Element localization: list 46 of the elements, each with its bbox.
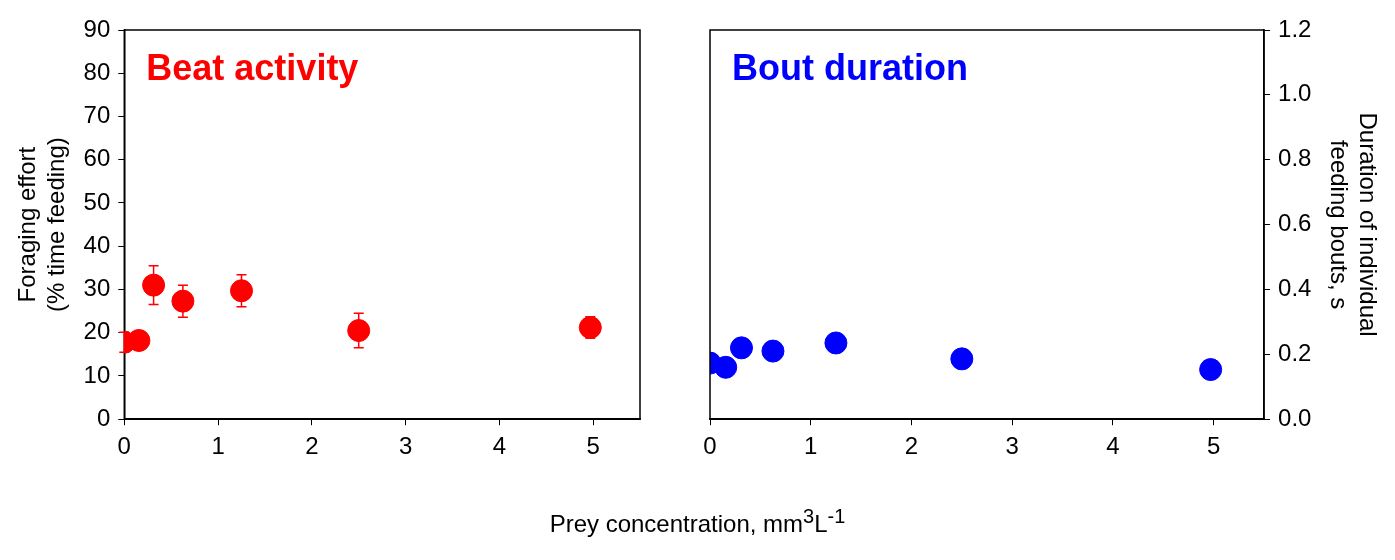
point (127, 329, 151, 352)
y-tick-label: 90 (83, 14, 111, 42)
point (171, 289, 195, 313)
point (230, 279, 253, 303)
point (1199, 358, 1223, 382)
x-tick-label: 1 (804, 432, 818, 460)
y2-tick-label: 0.2 (1278, 338, 1312, 366)
y-tick-label: 20 (83, 317, 111, 345)
annotation: Beat activity (146, 46, 359, 88)
x-tick-label: 2 (305, 432, 319, 460)
point (729, 336, 753, 360)
y-tick-label: 0 (96, 403, 111, 431)
y-tick-label: 60 (83, 144, 111, 172)
x-tick-label: 1 (211, 432, 225, 460)
y2-axis-title: Duration of individual feeding bouts, s (1326, 112, 1382, 337)
y-tick-label: 30 (83, 274, 111, 302)
x-tick-label: 4 (1106, 432, 1120, 460)
y-tick-label: 50 (83, 187, 111, 215)
point (714, 355, 738, 379)
y2-tick-label: 1.0 (1278, 79, 1312, 107)
point (347, 319, 371, 343)
point (950, 347, 974, 371)
y-tick-label: 40 (83, 230, 111, 258)
x-tick-label: 3 (398, 432, 413, 460)
point (824, 331, 848, 355)
x-tick-label: 4 (492, 432, 507, 460)
y2-tick-label: 0.8 (1278, 144, 1312, 172)
point (761, 339, 785, 363)
x-tick-label: 5 (586, 432, 600, 460)
y2-tick-label: 0.0 (1278, 403, 1312, 431)
x-axis-title: Prey concentration, mm$^{3}$L$^{-1}$ (548, 505, 847, 538)
y-axis-title: Foraging effort (% time feeding) (13, 137, 69, 312)
y-tick-label: 70 (83, 101, 111, 129)
x-tick-label: 3 (1005, 432, 1019, 460)
point (142, 273, 166, 297)
annotation: Bout duration (732, 46, 968, 88)
y-tick-label: 10 (83, 360, 111, 388)
y2-tick-label: 0.4 (1278, 274, 1312, 302)
point (578, 316, 602, 340)
x-tick-label: 0 (117, 432, 131, 460)
y2-tick-label: 0.6 (1278, 209, 1312, 237)
x-tick-label: 2 (904, 432, 919, 460)
x-tick-label: 5 (1206, 432, 1221, 460)
x-tick-label: 0 (703, 432, 717, 460)
y2-tick-label: 1.2 (1278, 14, 1312, 42)
y-tick-label: 80 (83, 57, 111, 85)
